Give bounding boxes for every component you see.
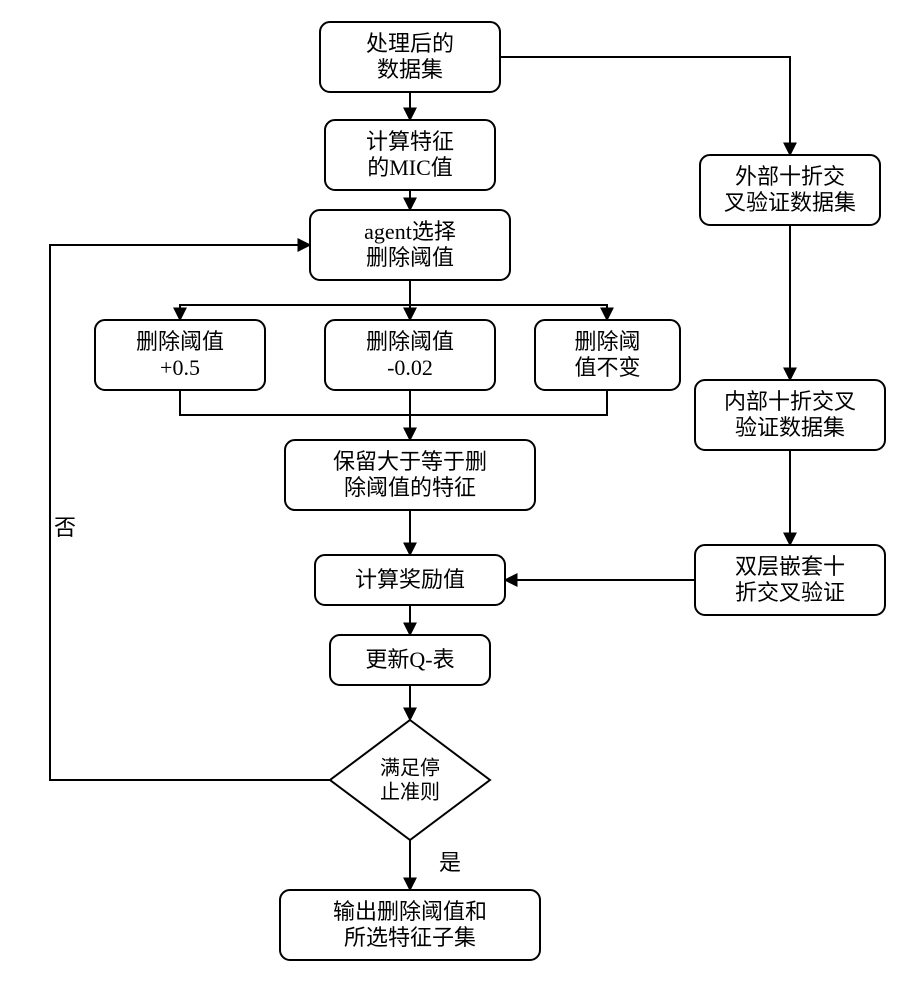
- node-inner_cv-line-1: 验证数据集: [735, 415, 845, 440]
- edge-split_left: [180, 305, 410, 320]
- node-output-line-0: 输出删除阈值和: [333, 899, 487, 924]
- node-reward: 计算奖励值: [315, 555, 505, 605]
- flowchart-diagram: 处理后的数据集计算特征的MIC值agent选择删除阈值删除阈值+0.5删除阈值-…: [0, 0, 903, 1000]
- edge-start_right: [500, 57, 790, 155]
- node-qtable: 更新Q-表: [330, 635, 490, 685]
- node-start-line-0: 处理后的: [366, 31, 454, 56]
- node-mic-line-0: 计算特征: [366, 129, 454, 154]
- node-mic-line-1: 的MIC值: [367, 155, 453, 180]
- node-keep-line-0: 保留大于等于删: [333, 449, 487, 474]
- node-keep: 保留大于等于删除阈值的特征: [285, 440, 535, 510]
- node-start-line-1: 数据集: [377, 57, 443, 82]
- node-th_up-line-1: +0.5: [160, 355, 200, 380]
- node-th_down: 删除阈值-0.02: [325, 320, 495, 390]
- node-output: 输出删除阈值和所选特征子集: [280, 890, 540, 960]
- node-agent-line-1: 删除阈值: [366, 245, 454, 270]
- diamond-line-0: 满足停: [380, 757, 440, 780]
- diamond-line-1: 止准则: [380, 781, 440, 804]
- node-agent: agent选择删除阈值: [310, 210, 510, 280]
- node-agent-line-0: agent选择: [364, 219, 456, 244]
- node-reward-line-0: 计算奖励值: [355, 567, 465, 592]
- label-yes: 是: [439, 850, 461, 875]
- node-inner_cv: 内部十折交叉验证数据集: [695, 380, 885, 450]
- node-qtable-line-0: 更新Q-表: [365, 647, 454, 672]
- node-th_same-line-0: 删除阈: [574, 329, 640, 354]
- node-th_same: 删除阈值不变: [535, 320, 680, 390]
- label-no: 否: [54, 515, 76, 540]
- node-th_up-line-0: 删除阈值: [136, 329, 224, 354]
- node-th_same-line-1: 值不变: [574, 355, 640, 380]
- node-start: 处理后的数据集: [320, 22, 500, 92]
- node-th_down-line-1: -0.02: [387, 355, 433, 380]
- edge-split_right: [410, 305, 607, 320]
- node-nested_cv-line-0: 双层嵌套十: [735, 554, 845, 579]
- node-nested_cv-line-1: 折交叉验证: [735, 580, 845, 605]
- node-outer_cv-line-0: 外部十折交: [735, 164, 845, 189]
- node-th_down-line-0: 删除阈值: [366, 329, 454, 354]
- node-outer_cv-line-1: 叉验证数据集: [724, 190, 856, 215]
- edge-th_up_bottom: [180, 390, 410, 415]
- node-nested_cv: 双层嵌套十折交叉验证: [695, 545, 885, 615]
- node-output-line-1: 所选特征子集: [344, 925, 476, 950]
- node-outer_cv: 外部十折交叉验证数据集: [700, 155, 880, 225]
- node-mic: 计算特征的MIC值: [325, 120, 495, 190]
- node-th_up: 删除阈值+0.5: [95, 320, 265, 390]
- node-inner_cv-line-0: 内部十折交叉: [724, 389, 856, 414]
- node-keep-line-1: 除阈值的特征: [344, 475, 476, 500]
- decision-diamond: 满足停止准则: [330, 720, 490, 840]
- edge-th_same_bottom: [410, 390, 607, 415]
